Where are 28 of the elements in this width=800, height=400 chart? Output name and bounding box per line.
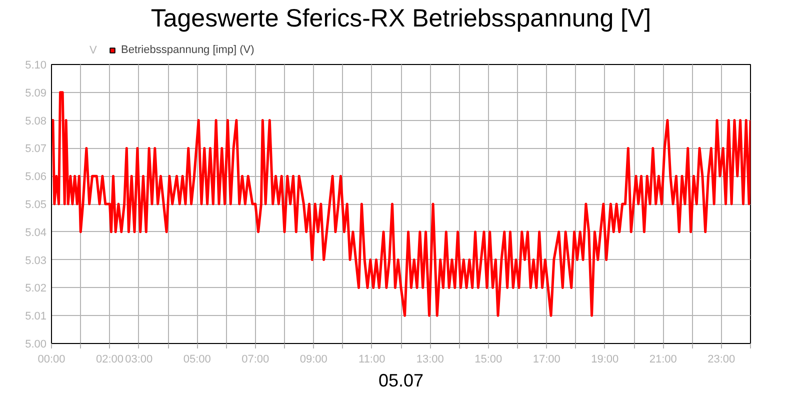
x-tick-label: 15:00	[474, 354, 502, 366]
y-tick-label: 5.03	[25, 254, 47, 267]
y-tick-label: 5.10	[25, 60, 47, 72]
legend-label: Betriebsspannung [imp] (V)	[121, 44, 254, 56]
x-tick-label: 11:00	[358, 354, 386, 366]
x-tick-label: 03:00	[125, 354, 153, 366]
x-tick-label: 02:00	[96, 354, 124, 366]
x-tick-label: 13:00	[416, 354, 444, 366]
y-tick-label: 5.01	[25, 310, 47, 323]
x-tick-label: 07:00	[242, 354, 270, 366]
y-tick-label: 5.02	[25, 282, 47, 295]
x-tick-label: 00:00	[38, 354, 66, 366]
x-tick-label: 17:00	[532, 354, 560, 366]
chart-title: Tageswerte Sferics-RX Betriebsspannung [V]	[150, 4, 652, 32]
y-tick-label: 5.00	[25, 338, 47, 350]
x-tick-label: 23:00	[708, 354, 736, 366]
y-tick-label: 5.06	[25, 171, 47, 184]
x-tick-label: 05:00	[183, 354, 211, 366]
y-tick-label: 5.07	[25, 143, 47, 156]
y-tick-label: 5.04	[25, 226, 47, 239]
y-tick-label: 5.08	[25, 115, 47, 128]
x-tick-label: 19:00	[591, 354, 619, 366]
x-tick-label: 21:00	[649, 354, 677, 366]
x-tick-label: 09:00	[300, 354, 328, 366]
x-axis-title: 05.07	[378, 370, 424, 390]
y-axis-title: V	[90, 44, 98, 56]
y-tick-label: 5.09	[25, 87, 47, 100]
y-tick-label: 5.05	[25, 199, 47, 211]
